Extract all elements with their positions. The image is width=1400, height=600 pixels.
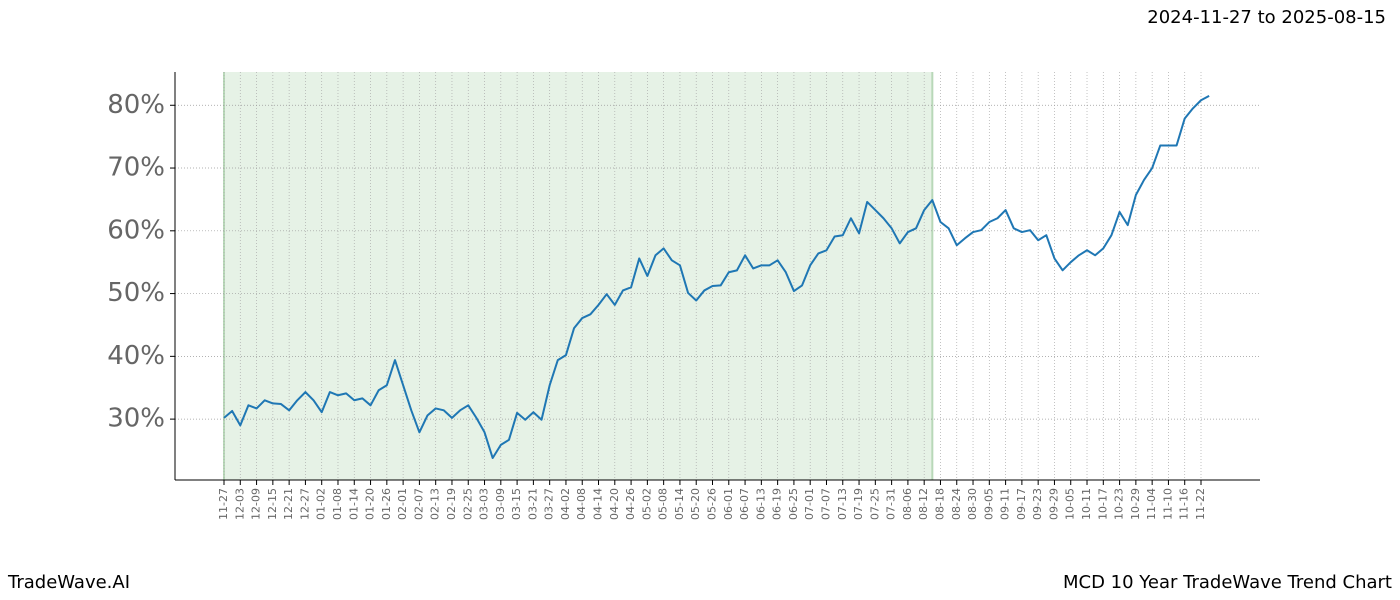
x-tick-label: 04-02 (559, 488, 572, 520)
x-tick-label: 01-14 (347, 488, 360, 520)
x-tick-label: 08-30 (966, 488, 979, 520)
x-tick-label: 01-08 (331, 488, 344, 520)
x-tick-label: 09-23 (1031, 488, 1044, 520)
x-tick-label: 05-26 (706, 488, 719, 520)
y-tick-label: 30% (107, 404, 165, 434)
x-tick-label: 07-25 (868, 488, 881, 520)
x-tick-label: 08-12 (917, 488, 930, 520)
x-tick-label: 10-05 (1064, 488, 1077, 520)
x-tick-label: 08-24 (950, 488, 963, 520)
x-tick-label: 12-03 (233, 488, 246, 520)
x-tick-label: 06-01 (722, 488, 735, 520)
x-tick-label: 01-26 (380, 488, 393, 520)
y-tick-label: 50% (107, 278, 165, 308)
x-tick-label: 05-02 (640, 488, 653, 520)
x-tick-label: 03-03 (478, 488, 491, 520)
y-tick-label: 80% (107, 90, 165, 120)
x-tick-label: 07-19 (852, 488, 865, 520)
x-tick-label: 09-05 (982, 488, 995, 520)
x-tick-label: 07-01 (803, 488, 816, 520)
x-tick-label: 10-23 (1113, 488, 1126, 520)
trend-line (223, 94, 1210, 460)
x-tick-label: 06-19 (771, 488, 784, 520)
x-tick-label: 11-10 (1161, 488, 1174, 520)
x-tick-label: 02-25 (461, 488, 474, 520)
x-tick-label: 12-15 (266, 488, 279, 520)
x-tick-label: 12-09 (250, 488, 263, 520)
highlight-region (224, 72, 933, 480)
x-tick-label: 07-31 (885, 488, 898, 520)
x-tick-label: 02-13 (429, 488, 442, 520)
x-tick-label: 09-17 (1015, 488, 1028, 520)
chart-title: MCD 10 Year TradeWave Trend Chart (1063, 572, 1392, 593)
x-tick-label: 11-04 (1145, 488, 1158, 520)
x-tick-label: 03-21 (526, 488, 539, 520)
x-tick-label: 08-06 (901, 488, 914, 520)
brand: TradeWave.AI (7, 572, 130, 593)
x-tick-label: 02-07 (412, 488, 425, 520)
y-tick-label: 40% (107, 341, 165, 371)
y-tick-label: 60% (107, 215, 165, 245)
x-tick-label: 02-01 (396, 488, 409, 520)
x-tick-label: 04-20 (608, 488, 621, 520)
x-tick-label: 01-20 (364, 488, 377, 520)
x-tick-label: 11-16 (1178, 488, 1191, 520)
x-tick-label: 03-27 (543, 488, 556, 520)
x-tick-label: 10-17 (1096, 488, 1109, 520)
x-tick-label: 07-07 (819, 488, 832, 520)
x-tick-label: 05-14 (673, 488, 686, 520)
x-tick-label: 10-29 (1129, 488, 1142, 520)
x-tick-label: 06-13 (754, 488, 767, 520)
x-tick-label: 01-02 (315, 488, 328, 520)
x-tick-label: 04-26 (624, 488, 637, 520)
x-tick-label: 11-22 (1194, 488, 1207, 520)
date-range: 2024-11-27 to 2025-08-15 (1147, 7, 1386, 28)
x-tick-label: 06-07 (738, 488, 751, 520)
x-tick-label: 09-11 (999, 488, 1012, 520)
x-tick-label: 09-29 (1047, 488, 1060, 520)
x-tick-label: 05-08 (657, 488, 670, 520)
x-tick-label: 07-13 (836, 488, 849, 520)
x-tick-label: 05-20 (689, 488, 702, 520)
x-tick-label: 03-15 (510, 488, 523, 520)
x-tick-label: 10-11 (1080, 488, 1093, 520)
x-tick-label: 12-27 (298, 488, 311, 520)
x-tick-label: 06-25 (787, 488, 800, 520)
x-tick-label: 03-09 (494, 488, 507, 520)
x-tick-label: 12-21 (282, 488, 295, 520)
x-tick-label: 08-18 (933, 488, 946, 520)
y-tick-label: 70% (107, 153, 165, 183)
x-tick-label: 11-27 (217, 488, 230, 520)
x-tick-label: 04-14 (592, 488, 605, 520)
x-tick-label: 02-19 (445, 488, 458, 520)
x-tick-label: 04-08 (575, 488, 588, 520)
